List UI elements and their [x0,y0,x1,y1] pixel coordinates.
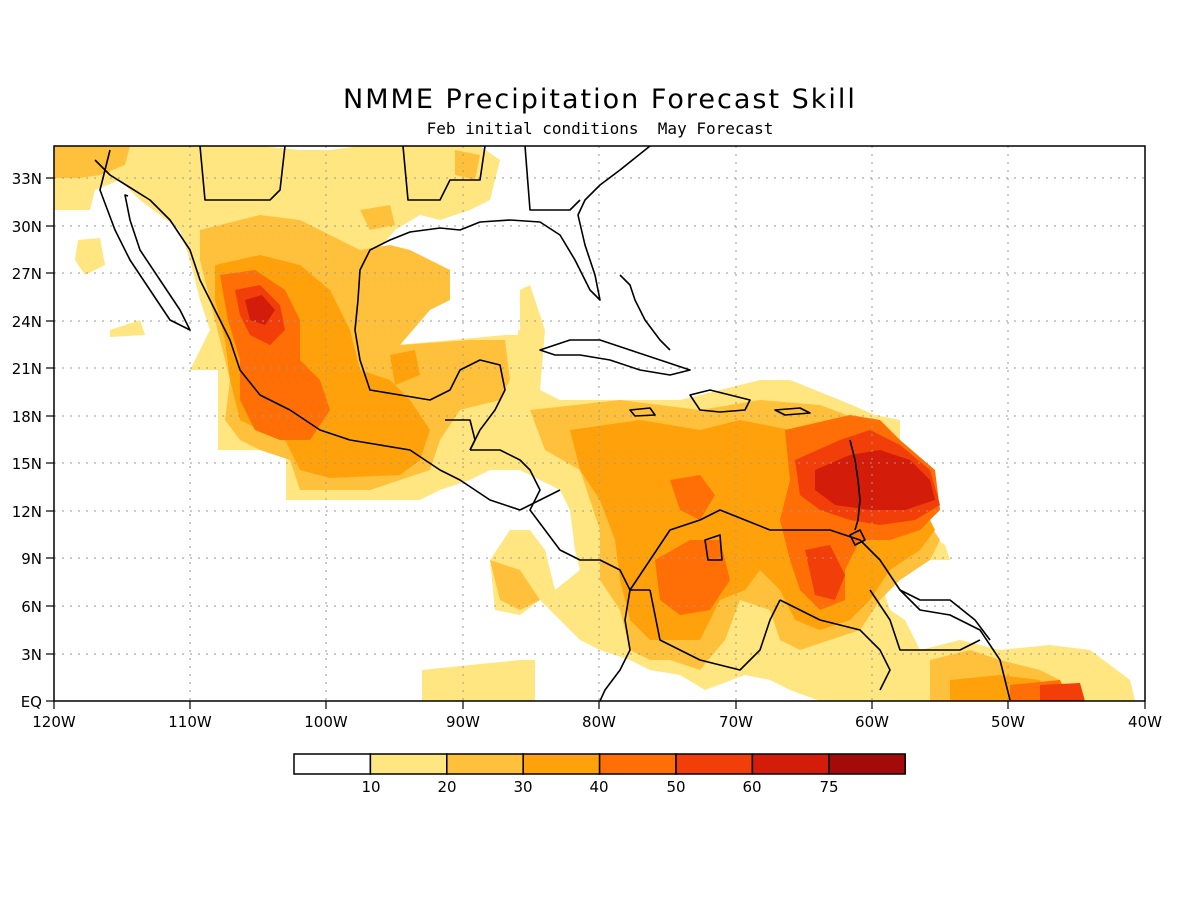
lon-label-110w: 110W [168,713,212,731]
axis-ticks [46,177,1146,709]
colorbar-label-10: 10 [361,778,380,796]
lon-label-50w: 50W [991,713,1025,731]
coastlines [94,146,1011,701]
lon-tick-labels: 120W 110W 100W 90W 80W 70W 60W 50W 40W [32,713,1162,731]
lat-label-6n: 6N [21,598,42,616]
colorbar-swatch-6 [751,753,830,775]
lat-label-33n: 33N [12,170,42,188]
lat-label-9n: 9N [21,550,42,568]
colorbar-swatch-5 [675,753,754,775]
map-title: NMME Precipitation Forecast Skill [343,84,857,115]
lon-label-60w: 60W [855,713,889,731]
lon-label-90w: 90W [446,713,480,731]
colorbar-swatch-4 [598,753,677,775]
colorbar-label-50: 50 [666,778,685,796]
colorbar-label-20: 20 [437,778,456,796]
lat-label-27n: 27N [12,265,42,283]
map-subtitle: Feb initial conditions May Forecast [426,119,774,138]
lat-label-30n: 30N [12,218,42,236]
lat-label-21n: 21N [12,360,42,378]
lat-label-18n: 18N [12,408,42,426]
colorbar-swatch-0 [293,753,372,775]
lat-label-eq: EQ [21,693,42,711]
lon-label-100w: 100W [304,713,348,731]
lon-label-40w: 40W [1128,713,1162,731]
lon-label-70w: 70W [719,713,753,731]
colorbar-swatch-3 [522,753,601,775]
colorbar: 10 20 30 40 50 60 75 [293,753,906,796]
colorbar-swatch-1 [369,753,448,775]
skill-level-60 [245,295,935,510]
colorbar-label-40: 40 [589,778,608,796]
skill-level-20 [54,146,1060,701]
colorbar-swatch-2 [446,753,524,775]
skill-shading [54,146,1145,701]
lat-tick-labels: EQ 3N 6N 9N 12N 15N 18N 21N 24N 27N 30N … [12,170,42,711]
lat-label-15n: 15N [12,455,42,473]
lon-label-80w: 80W [582,713,616,731]
lat-label-12n: 12N [12,503,42,521]
graticule [54,146,1145,701]
colorbar-label-75: 75 [819,778,838,796]
colorbar-label-60: 60 [742,778,761,796]
lat-label-24n: 24N [12,313,42,331]
colorbar-swatch-7 [828,753,906,775]
lat-label-3n: 3N [21,646,42,664]
colorbar-label-30: 30 [513,778,532,796]
lon-label-120w: 120W [32,713,76,731]
